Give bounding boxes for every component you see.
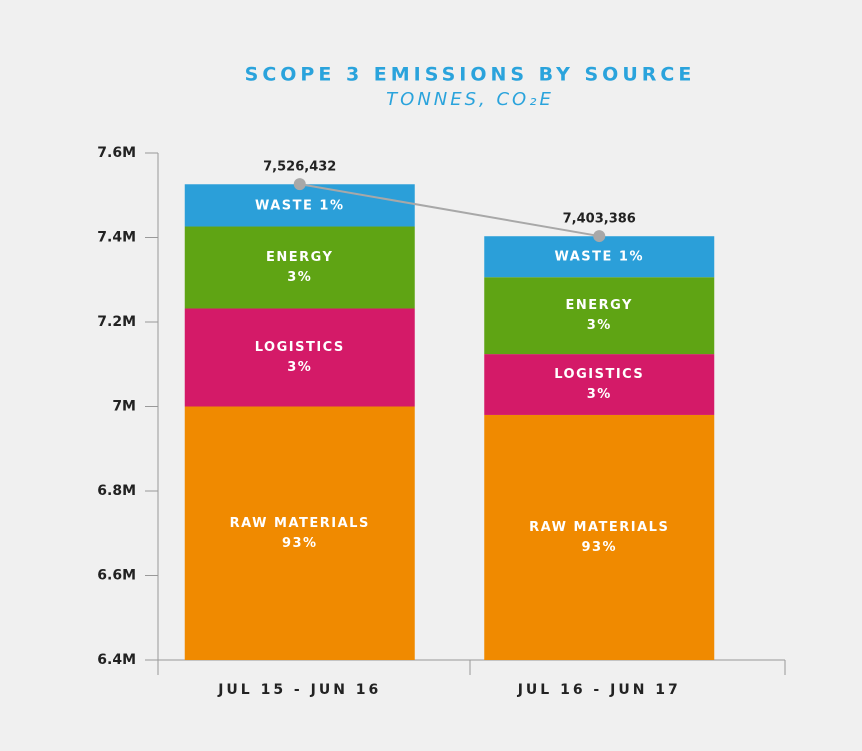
y-tick-label: 7.2M: [97, 314, 136, 330]
segment-share: 1%: [319, 198, 344, 213]
chart-subtitle: TONNES, CO₂E: [386, 89, 554, 110]
segment-name: LOGISTICS: [554, 367, 644, 382]
total-marker: [293, 178, 306, 191]
x-tick-label: JUL 15 - JUN 16: [217, 682, 381, 698]
total-line: [299, 183, 600, 238]
segment-share: 3%: [287, 270, 312, 285]
bar-segment: [184, 184, 415, 227]
segment-name: ENERGY: [266, 250, 333, 265]
chart-title: SCOPE 3 EMISSIONS BY SOURCE: [245, 64, 696, 86]
segment-share: 93%: [581, 540, 617, 555]
segment-share: 1%: [619, 249, 644, 264]
segment-label: WASTE 1%: [554, 249, 644, 264]
segment-share: 3%: [287, 360, 312, 375]
segment-name: RAW MATERIALS: [529, 520, 669, 535]
segment-name: ENERGY: [566, 298, 633, 313]
bar-segment: [484, 236, 715, 278]
y-tick-label: 6.6M: [97, 568, 136, 584]
bar-segment: [484, 414, 715, 660]
y-tick-label: 6.4M: [97, 652, 136, 668]
bar-segment: [484, 277, 715, 355]
segment-name: RAW MATERIALS: [230, 516, 370, 531]
segment-share: 3%: [587, 318, 612, 333]
y-tick-label: 7.6M: [97, 145, 136, 161]
segment-name: WASTE: [554, 249, 612, 264]
total-marker: [593, 230, 606, 243]
bar-segment: [484, 354, 715, 415]
y-tick-label: 6.8M: [97, 483, 136, 499]
segment-label: WASTE 1%: [255, 198, 345, 213]
y-tick-label: 7.4M: [97, 230, 136, 246]
bar-segment: [184, 226, 415, 309]
segment-name: WASTE: [255, 198, 313, 213]
total-label: 7,403,386: [563, 212, 636, 227]
bar-segment: [184, 406, 415, 660]
segment-name: LOGISTICS: [255, 340, 345, 355]
x-tick-label: JUL 16 - JUN 17: [517, 682, 681, 698]
segment-share: 93%: [282, 536, 318, 551]
y-tick-label: 7M: [112, 399, 136, 415]
bar-segment: [184, 308, 415, 407]
total-label: 7,526,432: [263, 160, 336, 175]
segment-share: 3%: [587, 387, 612, 402]
